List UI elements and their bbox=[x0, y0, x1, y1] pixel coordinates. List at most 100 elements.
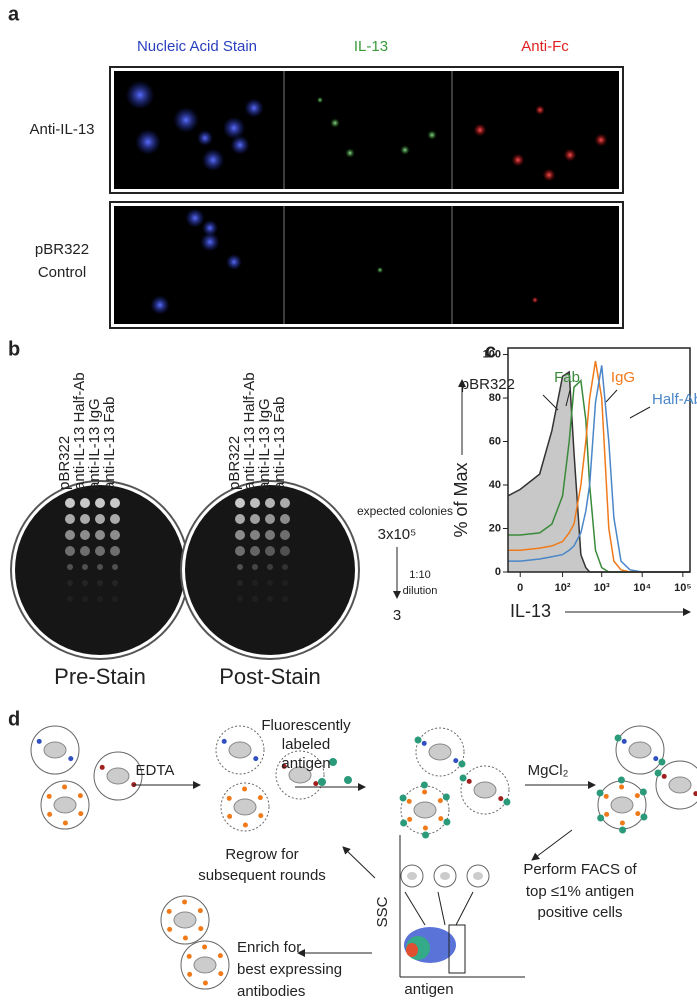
antibody bbox=[62, 820, 68, 826]
antibody bbox=[36, 738, 42, 744]
nucleus bbox=[628, 741, 652, 759]
y-axis-title: % of Max bbox=[451, 462, 471, 537]
leader-line bbox=[542, 394, 559, 411]
step-label: positive cells bbox=[537, 904, 622, 921]
antigen bbox=[639, 788, 647, 796]
antibody bbox=[227, 813, 233, 819]
antibody bbox=[202, 944, 208, 950]
antibody bbox=[619, 820, 625, 826]
spot bbox=[535, 105, 545, 115]
antigen bbox=[614, 734, 622, 742]
colony-spot bbox=[97, 596, 103, 602]
antibody bbox=[453, 758, 459, 764]
column-header: Nucleic Acid Stain bbox=[137, 38, 257, 55]
antigen bbox=[422, 831, 430, 839]
colony-spot bbox=[280, 546, 290, 556]
spot bbox=[173, 107, 199, 133]
antibody bbox=[422, 825, 428, 831]
histogram-chart: 0 20 40 60 80 100 0 10² 10³ 10⁴ 10⁵ % of Max IL-13 pB… bbox=[451, 347, 697, 621]
antibody bbox=[99, 764, 105, 770]
panel-label: c bbox=[485, 340, 496, 362]
plate-label: anti-IL-13 Fab bbox=[101, 397, 118, 490]
antibody bbox=[693, 791, 697, 797]
colony-spot bbox=[67, 580, 73, 586]
antibody bbox=[313, 781, 319, 787]
plate-label: pBR322 bbox=[226, 436, 243, 490]
plate-label: anti-IL-13 IgG bbox=[256, 398, 273, 490]
micrograph-grid bbox=[109, 66, 624, 329]
colony-spot bbox=[280, 498, 290, 508]
step-label: best expressing bbox=[237, 961, 342, 978]
plates bbox=[10, 480, 360, 660]
series-line bbox=[508, 365, 690, 573]
plate-caption: Pre-Stain bbox=[54, 664, 146, 689]
antibody bbox=[634, 793, 640, 799]
antigen bbox=[420, 781, 428, 789]
antibody bbox=[217, 953, 223, 959]
step-label: Perform FACS of bbox=[523, 861, 637, 878]
colony-spot bbox=[235, 530, 245, 540]
colony-spot bbox=[235, 498, 245, 508]
colony-spot bbox=[97, 580, 103, 586]
colony-spot bbox=[97, 564, 103, 570]
spot bbox=[345, 148, 355, 158]
antibody bbox=[619, 784, 625, 790]
series-label: Fab bbox=[554, 369, 580, 386]
plate-label: anti-IL-13 Fab bbox=[271, 397, 288, 490]
antibody bbox=[47, 811, 53, 817]
antibody bbox=[77, 793, 83, 799]
step-label: MgCl₂ bbox=[528, 762, 569, 779]
mini-nucleus bbox=[473, 872, 483, 880]
x-axis-title: IL-13 bbox=[510, 601, 551, 621]
y-tick-label: 20 bbox=[489, 522, 501, 534]
colony-spot bbox=[252, 580, 258, 586]
antibody bbox=[198, 926, 204, 932]
spot bbox=[511, 153, 525, 167]
column-header: IL-13 bbox=[354, 38, 388, 55]
antibody bbox=[258, 813, 264, 819]
y-tick-label: 80 bbox=[489, 392, 501, 404]
row-label: Control bbox=[38, 264, 86, 281]
spot bbox=[542, 168, 556, 182]
x-tick-label: 10² bbox=[555, 582, 571, 594]
colony-spot bbox=[267, 564, 273, 570]
antibody bbox=[281, 763, 287, 769]
plate-label: pBR322 bbox=[56, 436, 73, 490]
spot bbox=[125, 80, 155, 110]
plot-frame bbox=[507, 347, 691, 573]
y-tick-label: 60 bbox=[489, 435, 501, 447]
spot bbox=[473, 123, 487, 137]
colony-spot bbox=[80, 514, 90, 524]
annotation: 3 bbox=[393, 607, 401, 624]
antibody bbox=[661, 773, 667, 779]
antigen bbox=[458, 760, 466, 768]
antigen bbox=[596, 789, 604, 797]
nucleus bbox=[428, 743, 452, 761]
antigen bbox=[414, 736, 422, 744]
antigen bbox=[658, 758, 666, 766]
colony-spot bbox=[80, 546, 90, 556]
antibody bbox=[62, 784, 68, 790]
x-tick-label: 10³ bbox=[594, 582, 610, 594]
antigen bbox=[503, 798, 511, 806]
mini-nucleus bbox=[407, 872, 417, 880]
colony-spot bbox=[110, 498, 120, 508]
colony-spot bbox=[80, 498, 90, 508]
colony-spot bbox=[112, 580, 118, 586]
column-header: Anti-Fc bbox=[521, 38, 569, 55]
colony-spot bbox=[82, 596, 88, 602]
y-tick-label: 100 bbox=[483, 348, 501, 360]
step-label: Fluorescently bbox=[261, 717, 351, 734]
annotation: 3x10⁵ bbox=[378, 526, 417, 543]
colony-spot bbox=[95, 498, 105, 508]
antibody bbox=[437, 798, 443, 804]
spot bbox=[200, 232, 220, 252]
x-tick-label: 10⁴ bbox=[633, 582, 651, 594]
annotation: 1:10 bbox=[409, 569, 430, 581]
antibody bbox=[182, 935, 188, 941]
free-antigen bbox=[329, 758, 337, 766]
antibody bbox=[653, 756, 659, 762]
spot bbox=[201, 148, 225, 172]
colony-spot bbox=[267, 580, 273, 586]
